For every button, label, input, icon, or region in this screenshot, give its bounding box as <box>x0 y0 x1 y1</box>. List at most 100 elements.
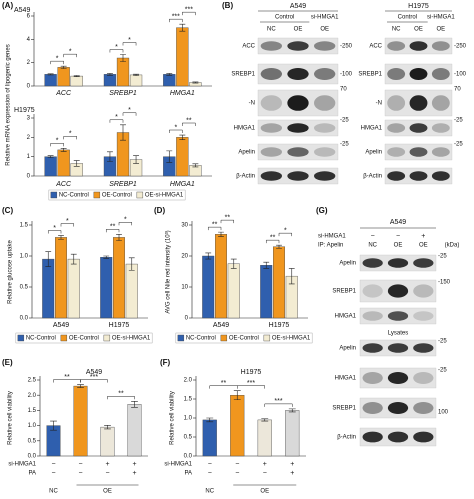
significance-label: *** <box>172 14 180 21</box>
row-label: Apelin <box>339 346 356 352</box>
blot-band <box>431 41 450 51</box>
x-tick-label: HMGA1 <box>170 181 195 188</box>
legend-swatch <box>93 191 101 199</box>
y-tick-label: 6 <box>27 14 31 20</box>
condition-mark: − <box>235 461 239 468</box>
bar <box>44 156 57 177</box>
chart-title: H1975 <box>14 107 35 114</box>
blot-strip <box>257 89 339 117</box>
y-tick-label: 1.0 <box>28 423 37 429</box>
bar <box>176 137 189 177</box>
ip-label: IP: Apelin <box>318 243 343 249</box>
blot-band <box>260 68 283 80</box>
cell-line-label: A549 <box>290 3 306 10</box>
bar <box>100 426 115 457</box>
size-marker: -100 <box>454 72 467 78</box>
x-tick-label: H1975 <box>269 322 290 329</box>
significance-label: *** <box>90 374 98 381</box>
y-tick-label: 2 <box>27 135 31 141</box>
significance-bracket <box>118 222 133 226</box>
significance-label: ** <box>270 234 276 241</box>
group-label: si-HMGA1 <box>311 15 339 21</box>
y-tick-label: 1.0 <box>20 254 29 260</box>
column-label: OE <box>294 27 303 33</box>
x-tick-label: H1975 <box>109 322 130 329</box>
significance-label: * <box>69 49 72 56</box>
row-label: ACC <box>369 44 382 50</box>
significance-label: * <box>56 56 59 63</box>
blot-band <box>287 147 309 157</box>
error-bar <box>120 124 126 141</box>
significance-bracket <box>169 18 183 23</box>
error-bar <box>206 417 214 423</box>
blot-band <box>362 343 383 353</box>
legend-label: NC-Control <box>186 336 216 342</box>
error-bar <box>106 73 113 76</box>
bar <box>44 74 57 87</box>
significance-label: ** <box>64 374 70 381</box>
error-bar <box>261 418 269 422</box>
blot-band <box>409 123 428 133</box>
blot-band <box>287 41 309 51</box>
blot-band <box>314 95 336 111</box>
treatment-mark: − <box>396 233 400 240</box>
bar <box>112 237 125 319</box>
significance-label: ** <box>225 214 231 221</box>
blot-band <box>362 311 383 321</box>
blot-band <box>387 68 406 80</box>
size-marker: -25 <box>454 118 463 124</box>
blot-band <box>387 258 409 268</box>
bar <box>257 419 272 457</box>
treatment-mark: − <box>371 233 375 240</box>
error-bar <box>58 235 64 240</box>
x-tick-label: HMGA1 <box>170 90 195 97</box>
blot-band <box>431 147 450 157</box>
column-label: NC <box>267 27 276 33</box>
significance-bracket <box>105 229 120 233</box>
error-bar <box>45 251 52 267</box>
y-tick-label: 0.5 <box>28 438 37 444</box>
blot-band <box>431 123 450 133</box>
error-bar <box>60 65 67 69</box>
bar <box>230 395 245 457</box>
blot-band <box>431 95 450 111</box>
column-label: OE <box>419 243 428 249</box>
significance-label: * <box>56 138 59 145</box>
error-bar <box>73 160 80 167</box>
significance-label: * <box>284 227 287 234</box>
error-bar <box>73 75 80 77</box>
panel-label: (B) <box>222 1 233 10</box>
size-marker: 70 <box>340 87 347 93</box>
blot-band <box>413 402 434 414</box>
row-label: HMGA1 <box>335 314 357 320</box>
blot-band <box>314 41 336 51</box>
significance-label: * <box>69 131 72 138</box>
blot-band <box>431 68 450 80</box>
significance-label: *** <box>274 398 282 405</box>
error-bar <box>77 384 84 388</box>
y-tick-label: 20 <box>181 254 188 260</box>
y-axis-label: Relative glucose uptake <box>8 239 14 303</box>
error-bar <box>288 408 296 413</box>
row-label: HMGA1 <box>335 376 357 382</box>
error-bar <box>133 155 140 164</box>
blot-band <box>387 95 406 111</box>
blot-band <box>314 171 336 181</box>
row-label: SREBP1 <box>332 406 356 412</box>
significance-label: ** <box>221 380 227 387</box>
panel-label: (D) <box>154 206 165 215</box>
size-marker: -100 <box>340 72 353 78</box>
row-label: SREBP1 <box>231 72 255 78</box>
row-label: -N <box>249 101 255 107</box>
size-marker: 100 <box>438 410 449 416</box>
error-bar <box>70 253 77 265</box>
lysate-label: Lysates <box>388 331 408 337</box>
row-label: Apelin <box>339 261 356 267</box>
significance-bracket <box>63 136 77 140</box>
blot-band <box>409 147 428 157</box>
legend-label: OE-Control <box>69 336 99 342</box>
size-marker: -25 <box>340 142 349 148</box>
legend-label: NC-Control <box>59 193 89 199</box>
size-marker: -250 <box>454 44 467 50</box>
condition-mark: − <box>105 470 109 477</box>
